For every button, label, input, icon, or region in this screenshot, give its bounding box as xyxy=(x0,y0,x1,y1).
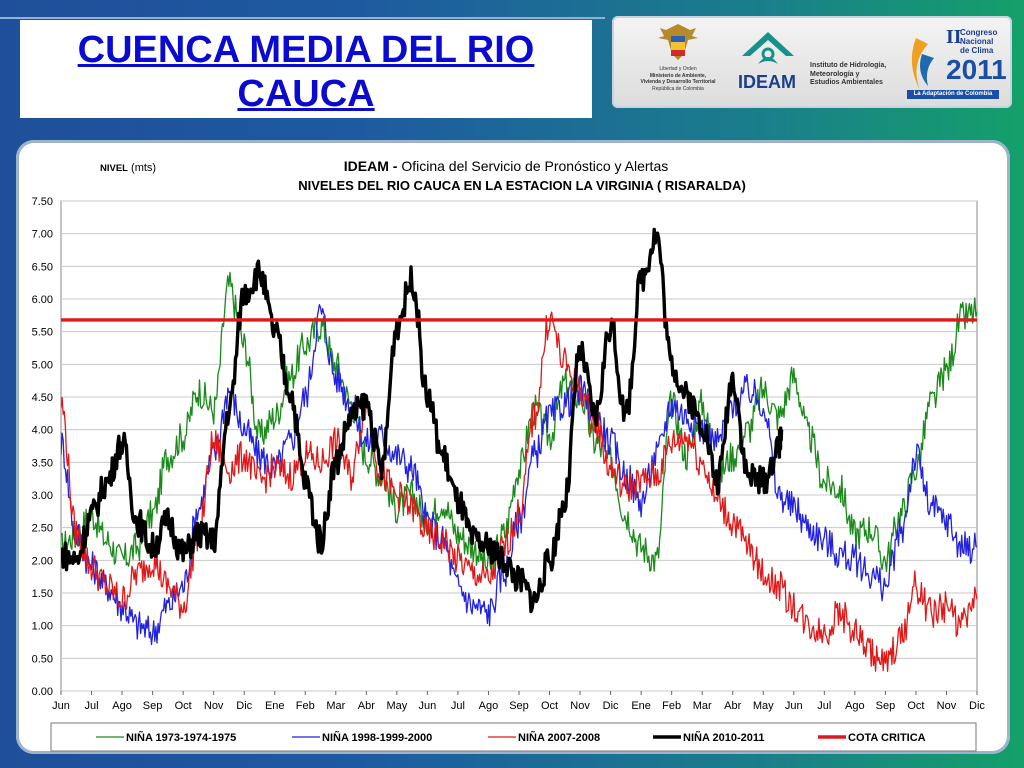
ideam-logo: IDEAM Instituto de Hidrología, Meteorolo… xyxy=(736,24,896,104)
x-tick-label: Feb xyxy=(296,700,315,712)
legend-label: NIÑA 2007-2008 xyxy=(518,731,600,744)
x-tick-label: Dic xyxy=(236,700,252,712)
y-tick-label: 5.00 xyxy=(32,359,53,371)
x-tick-label: Ago xyxy=(479,700,499,712)
x-tick-label: Nov xyxy=(570,700,590,712)
y-tick-label: 0.50 xyxy=(32,653,53,665)
congreso-clima-logo-icon xyxy=(911,38,934,90)
ministerio-line-4: República de Colombia xyxy=(652,85,704,92)
x-tick-label: Sep xyxy=(876,700,896,712)
congreso-roman: II xyxy=(946,26,962,48)
chart-title: IDEAM - Oficina del Servicio de Pronósti… xyxy=(344,158,668,174)
x-tick-label: Sep xyxy=(143,700,163,712)
chart-grid xyxy=(60,200,978,695)
top-divider xyxy=(0,17,605,19)
x-tick-label: Feb xyxy=(662,700,681,712)
x-tick-label: Jun xyxy=(419,700,437,712)
x-tick-label: Oct xyxy=(541,700,558,712)
y-tick-label: 6.50 xyxy=(32,261,53,273)
river-level-chart: NIVEL (mts) IDEAM - Oficina del Servicio… xyxy=(32,158,985,752)
y-tick-label: 1.00 xyxy=(32,621,53,633)
congreso-word-1: Congreso xyxy=(960,28,998,37)
x-tick-label: Ene xyxy=(631,700,651,712)
y-tick-label: 3.50 xyxy=(32,457,53,469)
x-tick-label: Oct xyxy=(175,700,192,712)
x-tick-label: Jun xyxy=(52,700,70,712)
x-tick-label: Ene xyxy=(265,700,285,712)
series-line xyxy=(61,311,977,673)
legend-label: NIÑA 1998-1999-2000 xyxy=(322,731,432,744)
y-tick-label: 7.00 xyxy=(32,229,53,241)
y-tick-label: 0.00 xyxy=(32,686,53,698)
x-tick-label: Jul xyxy=(451,700,465,712)
ministerio-line-3: Vivienda y Desarrollo Territorial xyxy=(640,79,716,85)
x-tick-label: Sep xyxy=(509,700,529,712)
x-tick-label: Abr xyxy=(724,700,741,712)
x-tick-label: Jun xyxy=(785,700,803,712)
x-tick-label: Nov xyxy=(204,700,224,712)
plot-area xyxy=(60,200,978,692)
y-tick-label: 7.50 xyxy=(32,196,53,208)
y-tick-label: 4.50 xyxy=(32,392,53,404)
series-lines xyxy=(61,227,977,673)
series-line xyxy=(61,303,977,646)
series-line xyxy=(61,227,784,614)
x-tick-label: Mar xyxy=(326,700,345,712)
logos-banner: Libertad y Orden Ministerio de Ambiente,… xyxy=(612,16,1012,108)
congreso-year: 2011 xyxy=(946,54,1007,85)
x-tick-label: May xyxy=(386,700,407,712)
y-tick-label: 3.00 xyxy=(32,490,53,502)
chart-subtitle: NIVELES DEL RIO CAUCA EN LA ESTACION LA … xyxy=(298,178,746,193)
ideam-logo-icon xyxy=(742,32,794,64)
y-tick-label: 2.50 xyxy=(32,523,53,535)
x-tick-label: Nov xyxy=(937,700,957,712)
slide-title-line-1: CUENCA MEDIA DEL RIO xyxy=(77,29,535,71)
x-tick-label: Jul xyxy=(817,700,831,712)
x-tick-label: Jul xyxy=(85,700,99,712)
ministerio-logo: Libertad y Orden Ministerio de Ambiente,… xyxy=(638,20,718,104)
ministerio-line-1: Libertad y Orden xyxy=(659,66,697,72)
x-tick-labels: Jun Jul Ago Sep Oct Nov Dic Ene Feb Mar Abr May Jun J… xyxy=(52,700,985,712)
x-tick-label: Ago xyxy=(845,700,865,712)
x-tick-label: May xyxy=(753,700,774,712)
x-tick-label: Oct xyxy=(907,700,924,712)
x-tick-label: Mar xyxy=(693,700,712,712)
chart-panel: NIVEL (mts) IDEAM - Oficina del Servicio… xyxy=(16,140,1010,754)
ideam-line-1: Instituto de Hidrología, xyxy=(810,62,887,69)
slide-title-box: CUENCA MEDIA DEL RIO CAUCA xyxy=(20,20,592,118)
ideam-line-3: Estudios Ambientales xyxy=(810,79,883,86)
congreso-word-2: Nacional xyxy=(960,37,994,46)
ideam-line-2: Meteorología y xyxy=(810,70,860,78)
congreso-word-3: de Clima xyxy=(960,46,994,55)
ministerio-line-2: Ministerio de Ambiente, xyxy=(649,72,707,79)
y-tick-label: 1.50 xyxy=(32,588,53,600)
legend-label: NIÑA 1973-1974-1975 xyxy=(126,731,236,744)
y-tick-label: 5.50 xyxy=(32,327,53,339)
series-line xyxy=(61,271,977,574)
y-tick-label: 4.00 xyxy=(32,425,53,437)
slide-title-line-2: CAUCA xyxy=(237,73,375,115)
y-axis-label: NIVEL (mts) xyxy=(100,162,156,174)
y-tick-label: 6.00 xyxy=(32,294,53,306)
congreso-tagline: La Adaptación de Colombia xyxy=(907,90,999,99)
y-tick-label: 2.00 xyxy=(32,555,53,567)
x-tick-label: Abr xyxy=(358,700,375,712)
legend-label: COTA CRITICA xyxy=(848,732,926,744)
congreso-logo: II Congreso Nacional de Clima 2011 La Ad… xyxy=(906,24,1007,104)
x-tick-label: Dic xyxy=(603,700,619,712)
colombia-coat-of-arms-icon xyxy=(658,24,698,60)
x-tick-label: Dic xyxy=(969,700,985,712)
chart-legend: NIÑA 1973-1974-1975 NIÑA 1998-1999-2000 NI… xyxy=(50,722,977,752)
ideam-name: IDEAM xyxy=(738,72,796,92)
legend-label: NIÑA 2010-2011 xyxy=(683,731,765,744)
y-tick-labels: 0.00 0.50 1.00 1.50 2.00 2.50 3.00 3.50 4.00 4.50… xyxy=(32,196,53,698)
x-tick-label: Ago xyxy=(112,700,132,712)
